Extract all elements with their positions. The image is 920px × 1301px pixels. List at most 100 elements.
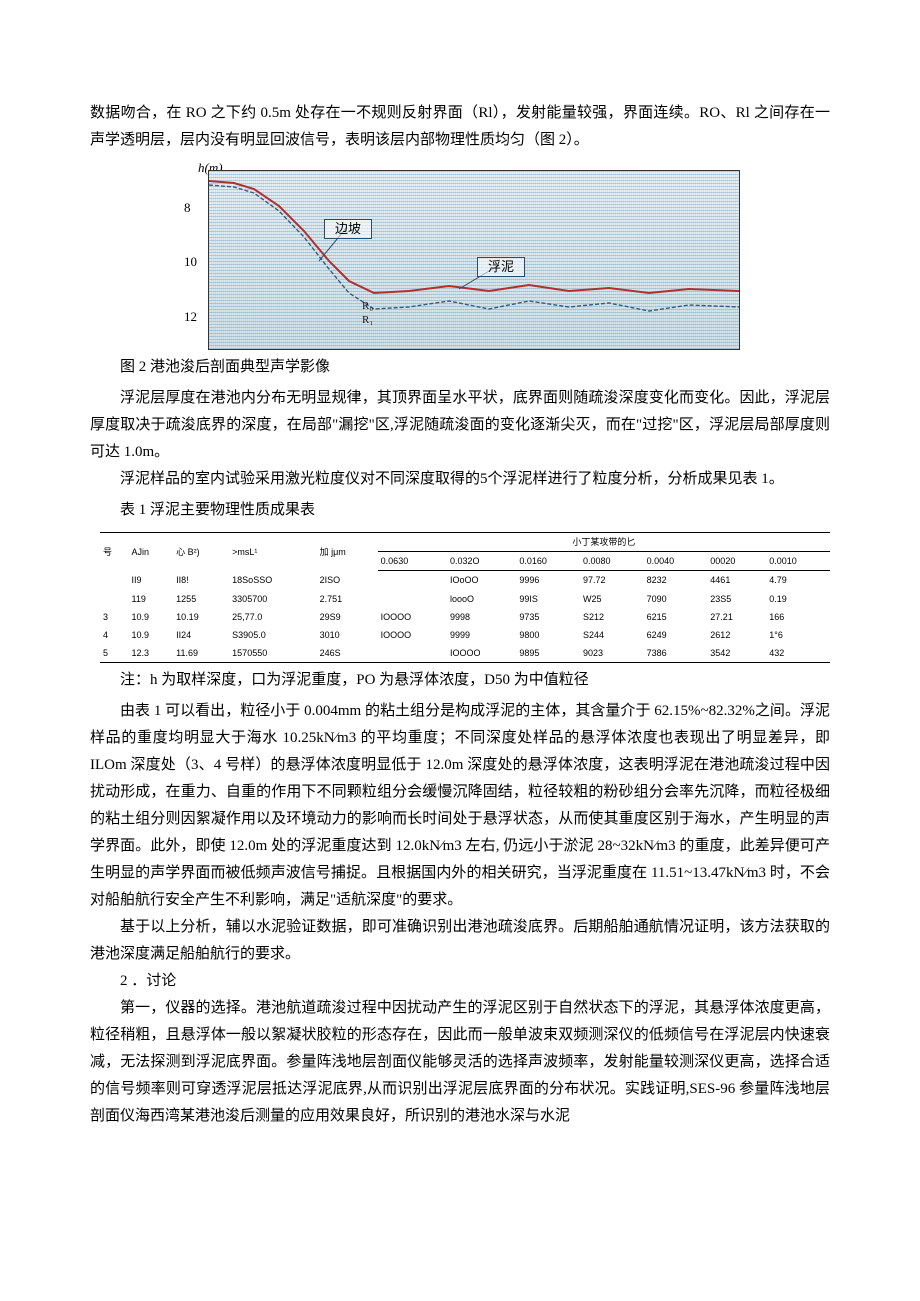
table-1: 号 AJin 心 B²) >msL¹ 加 jμm 小丁某攻带的匕 0.0630 … <box>100 532 830 663</box>
paragraph-1: 数据吻合，在 RO 之下约 0.5m 处存在一不规则反射界面（Rl），发射能量较… <box>90 100 830 154</box>
table-row: 119125533057002.751loooO99ISW25709023S50… <box>100 590 830 608</box>
table-cell: 1570550 <box>229 644 316 663</box>
table-cell: 18SoSSO <box>229 571 316 590</box>
table-cell: 10.9 <box>129 626 174 644</box>
figure-2-caption: 图 2 港池浚后剖面典型声学影像 <box>90 354 830 381</box>
paragraph-6: 第一，仪器的选择。港池航道疏浚过程中因扰动产生的浮泥区别于自然状态下的浮泥，其悬… <box>90 995 830 1130</box>
figure-2-container: h(m) 8 10 12 边坡 浮泥 R₀ R₁ <box>90 160 830 350</box>
table-cell: II9 <box>129 571 174 590</box>
section-2-heading: 2 ．讨论 <box>90 968 830 995</box>
table-row: 310.910.1925,77.029S9IOOOO99989735S21262… <box>100 608 830 626</box>
table-cell: 9895 <box>516 644 580 663</box>
ytick-10: 10 <box>184 250 197 273</box>
table-cell <box>378 590 447 608</box>
table-cell: 2ISO <box>317 571 378 590</box>
table-cell: 3305700 <box>229 590 316 608</box>
table-cell: 9999 <box>447 626 516 644</box>
r1-label: R₁ <box>362 311 373 331</box>
seismic-chart-area: 边坡 浮泥 R₀ R₁ <box>208 170 740 350</box>
table-cell: 246S <box>317 644 378 663</box>
table-cell: S212 <box>580 608 644 626</box>
table-cell <box>100 571 129 590</box>
th-10: 00020 <box>707 552 766 571</box>
table-cell: 9800 <box>516 626 580 644</box>
table-1-caption: 表 1 浮泥主要物理性质成果表 <box>90 497 830 524</box>
th-0: 号 <box>100 533 129 571</box>
table-cell: 10.19 <box>173 608 229 626</box>
table-cell: S244 <box>580 626 644 644</box>
table-cell: 1°6 <box>766 626 830 644</box>
table-cell: 12.3 <box>129 644 174 663</box>
table-cell: II24 <box>173 626 229 644</box>
paragraph-2: 浮泥层厚度在港池内分布无明显规律，其顶界面呈水平状，底界面则随疏浚深度变化而变化… <box>90 385 830 466</box>
table-cell: IOoOO <box>447 571 516 590</box>
table-cell: 4461 <box>707 571 766 590</box>
table-cell: W25 <box>580 590 644 608</box>
table-cell <box>378 644 447 663</box>
table-cell: S3905.0 <box>229 626 316 644</box>
table-cell: 99IS <box>516 590 580 608</box>
table-1-note: 注：h 为取样深度，口为浮泥重度，PO 为悬浮体浓度，D50 为中值粒径 <box>90 667 830 694</box>
table-body: II9II8!18SoSSO2ISO IOoOO999697.7282324461… <box>100 571 830 663</box>
table-cell: 7090 <box>644 590 708 608</box>
seabed-lines <box>209 171 739 349</box>
table-cell: 166 <box>766 608 830 626</box>
table-cell: 3010 <box>317 626 378 644</box>
table-cell: 9023 <box>580 644 644 663</box>
th-3: >msL¹ <box>229 533 316 571</box>
th-group: 小丁某攻带的匕 <box>378 533 830 552</box>
table-cell: 432 <box>766 644 830 663</box>
table-cell: 3542 <box>707 644 766 663</box>
slope-label: 边坡 <box>324 219 372 239</box>
table-cell: 2612 <box>707 626 766 644</box>
table-cell: 6249 <box>644 626 708 644</box>
table-cell: 27.21 <box>707 608 766 626</box>
table-row: 512.311.691570550246SIOOOO98959023738635… <box>100 644 830 663</box>
th-8: 0.0080 <box>580 552 644 571</box>
table-cell: 8232 <box>644 571 708 590</box>
figure-2: h(m) 8 10 12 边坡 浮泥 R₀ R₁ <box>180 160 740 350</box>
th-2: 心 B²) <box>173 533 229 571</box>
table-cell: 6215 <box>644 608 708 626</box>
table-cell: 97.72 <box>580 571 644 590</box>
table-cell: 9996 <box>516 571 580 590</box>
mud-label: 浮泥 <box>477 257 525 277</box>
paragraph-3: 浮泥样品的室内试验采用激光粒度仪对不同深度取得的5个浮泥样进行了粒度分析，分析成… <box>90 466 830 493</box>
table-1-container: 号 AJin 心 B²) >msL¹ 加 jμm 小丁某攻带的匕 0.0630 … <box>90 532 830 663</box>
table-cell: 2.751 <box>317 590 378 608</box>
table-cell: II8! <box>173 571 229 590</box>
table-cell: 25,77.0 <box>229 608 316 626</box>
paragraph-5: 基于以上分析，辅以水泥验证数据，即可准确识别出港池疏浚底界。后期船舶通航情况证明… <box>90 914 830 968</box>
table-cell: 29S9 <box>317 608 378 626</box>
table-cell: 1255 <box>173 590 229 608</box>
table-cell: IOOOO <box>378 626 447 644</box>
table-cell: 9735 <box>516 608 580 626</box>
ytick-8: 8 <box>184 196 191 219</box>
th-4: 加 jμm <box>317 533 378 571</box>
table-header-row-1: 号 AJin 心 B²) >msL¹ 加 jμm 小丁某攻带的匕 <box>100 533 830 552</box>
ytick-12: 12 <box>184 305 197 328</box>
table-cell: 0.19 <box>766 590 830 608</box>
table-cell <box>100 590 129 608</box>
th-5: 0.0630 <box>378 552 447 571</box>
table-cell: IOOOO <box>447 644 516 663</box>
th-1: AJin <box>129 533 174 571</box>
table-cell: 5 <box>100 644 129 663</box>
table-row: II9II8!18SoSSO2ISO IOoOO999697.7282324461… <box>100 571 830 590</box>
table-row: 410.9II24S3905.03010IOOOO99999800S244624… <box>100 626 830 644</box>
table-cell: 119 <box>129 590 174 608</box>
table-cell: 4 <box>100 626 129 644</box>
table-cell: 7386 <box>644 644 708 663</box>
th-6: 0.032O <box>447 552 516 571</box>
table-cell: 3 <box>100 608 129 626</box>
table-cell <box>378 571 447 590</box>
table-cell: 4.79 <box>766 571 830 590</box>
th-7: 0.0160 <box>516 552 580 571</box>
th-9: 0.0040 <box>644 552 708 571</box>
table-cell: 9998 <box>447 608 516 626</box>
table-cell: 23S5 <box>707 590 766 608</box>
th-11: 0.0010 <box>766 552 830 571</box>
paragraph-4: 由表 1 可以看出，粒径小于 0.004mm 的粘土组分是构成浮泥的主体，其含量… <box>90 698 830 914</box>
table-cell: 10.9 <box>129 608 174 626</box>
table-cell: IOOOO <box>378 608 447 626</box>
